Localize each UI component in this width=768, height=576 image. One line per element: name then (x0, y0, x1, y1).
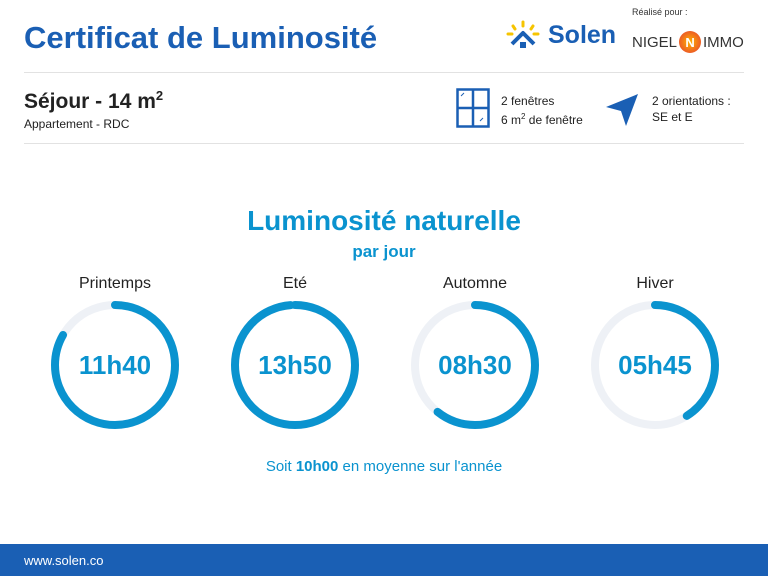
divider (24, 143, 744, 144)
season-value: 13h50 (258, 350, 332, 380)
sun-house-icon (506, 20, 540, 48)
area-label: de fenêtre (525, 113, 583, 127)
realise-pour-label: Réalisé pour : (632, 7, 688, 17)
gauge-fill (411, 301, 539, 429)
avg-post: en moyenne sur l'année (338, 458, 503, 475)
partner-left: NIGEL (632, 33, 678, 51)
orientation-arrow-icon (606, 94, 638, 126)
season-gauge (231, 301, 359, 429)
window-icon (456, 88, 490, 128)
room-sup: 2 (155, 88, 164, 103)
season-gauge (411, 301, 539, 429)
season-value: 08h30 (438, 350, 512, 380)
partner-mark: N (679, 31, 702, 53)
season-label: Eté (282, 275, 307, 292)
season-label: Printemps (78, 275, 152, 292)
orientation-values: SE et E (652, 110, 693, 124)
season-gauge (51, 301, 179, 429)
gauge-fill (591, 301, 719, 429)
orientation-info: 2 orientations : SE et E (652, 93, 731, 125)
brand-name: Solen (548, 20, 617, 49)
footer-link[interactable]: www.solen.co (24, 553, 104, 568)
room-name: Séjour - 14 m (24, 90, 156, 113)
partner-logo: NIGEL N IMMO (632, 31, 744, 53)
avg-pre: Soit (265, 458, 296, 475)
season-gauge (591, 301, 719, 429)
room-title: Séjour - 14 m2 (24, 88, 163, 114)
windows-count: 2 fenêtres (501, 94, 555, 108)
solen-logo: Solen (506, 20, 616, 50)
season-label: Automne (442, 275, 508, 292)
section-subtitle: par jour (352, 242, 416, 261)
yearly-average: Soit 10h00 en moyenne sur l'année (0, 458, 768, 475)
windows-info: 2 fenêtres 6 m2 de fenêtre (501, 93, 583, 128)
section-title: Luminosité naturelle (247, 205, 521, 236)
room-subtitle: Appartement - RDC (24, 117, 130, 131)
season-value: 05h45 (618, 350, 692, 380)
avg-value: 10h00 (295, 458, 339, 475)
area-sup: 2 (521, 112, 526, 121)
divider (24, 72, 744, 73)
area-value: 6 m (501, 113, 522, 127)
partner-right: IMMO (703, 33, 744, 51)
page-title: Certificat de Luminosité (24, 20, 378, 55)
orientation-count: 2 orientations : (652, 94, 731, 108)
season-label: Hiver (636, 275, 674, 292)
season-value: 11h40 (78, 350, 152, 380)
windows-area: 6 m2 de fenêtre (501, 109, 583, 128)
gauge-fill (51, 301, 179, 429)
footer: www.solen.co (0, 544, 768, 576)
gauge-fill (231, 301, 359, 429)
